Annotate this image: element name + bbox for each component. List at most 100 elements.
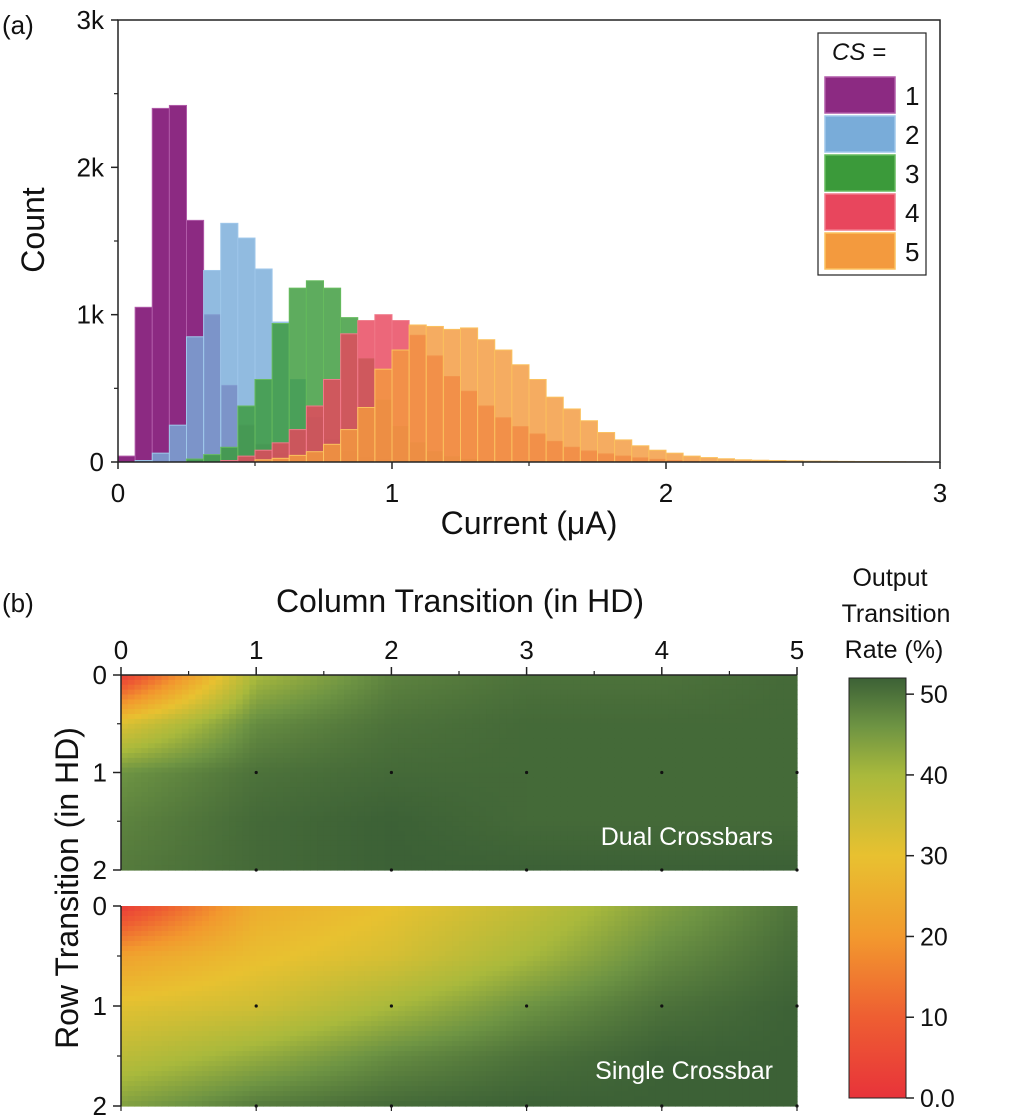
heatmap-cell [621,679,629,686]
heatmap-cell [445,709,453,715]
heatmap-cell [546,792,555,798]
heatmap-cell [702,743,710,749]
heatmap-cell [621,936,629,942]
heatmap-cell [661,936,670,942]
heatmap-cell [371,792,379,798]
heatmap-cell [168,926,176,932]
heatmap-cell [445,916,453,922]
heatmap-cell [418,931,426,937]
heatmap-cell [709,777,717,783]
heatmap-cell [127,689,136,696]
heatmap-cell [621,714,629,720]
heatmap-cell [262,704,271,710]
heatmap-cell [661,694,670,700]
heatmap-x-axis-label: Column Transition (in HD) [276,583,644,619]
heatmap-cell [188,718,196,725]
heatmap-cell [317,728,325,735]
heatmap-cell [303,831,311,837]
heatmap-cell [472,936,480,942]
heatmap-cell [357,699,365,705]
heatmap-cell [526,860,534,866]
heatmap-cell [208,777,217,783]
heatmap-cell [188,821,196,827]
heatmap-cell [465,694,474,700]
heatmap-cell [736,728,744,735]
heatmap-cell [154,772,163,778]
heatmap-cell [715,699,724,705]
heatmap-cell [438,811,447,817]
heatmap-cell [404,679,413,686]
heatmap-cell [763,714,771,720]
heatmap-cell [148,718,156,725]
heatmap-cell [533,679,541,686]
heatmap-cell [344,733,352,739]
heatmap-cell [492,767,501,774]
heatmap-cell [175,684,183,691]
heatmap-cell [452,762,460,769]
heatmap-cell [188,865,196,871]
heatmap-cell [499,689,507,696]
heatmap-cell [208,733,217,739]
heatmap-cell [202,699,210,705]
heatmap-cell [486,728,494,735]
heatmap-cell [749,694,758,700]
heatmap-cell [317,772,325,778]
heatmap-cell [486,806,494,813]
heatmap-cell [350,704,359,710]
heatmap-cell [736,694,744,700]
heatmap-cell [438,906,447,912]
heatmap-cell [249,816,257,822]
heatmap-cell [499,831,507,837]
heatmap-cell [175,840,183,847]
heatmap-cell [256,801,264,808]
heatmap-cell [769,684,778,691]
heatmap-cell [769,762,778,769]
heatmap-cell [134,743,142,749]
heatmap-cell [736,787,744,793]
heatmap-cell [398,850,406,856]
heatmap-cell [675,684,683,691]
heatmap-cell [722,916,730,922]
heatmap-cell [763,762,771,769]
heatmap-cell [344,714,352,720]
heatmap-cell [729,738,737,744]
heatmap-cell [459,762,467,769]
heatmap-cell [675,709,683,715]
heatmap-cell [235,787,244,793]
heatmap-cell [607,906,616,912]
heatmap-cell [127,718,136,725]
heatmap-cell [688,787,697,793]
heatmap-cell [499,931,507,937]
heatmap-cell [317,806,325,813]
heatmap-cell [492,723,501,730]
heatmap-cell [486,831,494,837]
heatmap-cell [371,767,379,774]
heatmap-cell [668,840,676,847]
heatmap-cell [742,906,751,912]
heatmap-cell [499,860,507,866]
heatmap-cell [404,782,413,788]
heatmap-cell [641,831,649,837]
heatmap-cell [722,792,730,798]
heatmap-cell [506,936,514,942]
heatmap-cell [709,840,717,847]
heatmap-cell [364,855,372,861]
heatmap-cell [715,926,724,932]
heatmap-cell [682,941,690,947]
heatmap-cell [296,675,305,681]
heatmap-cell [709,694,717,700]
heatmap-cell [208,748,217,754]
heatmap-cell [425,689,433,696]
heatmap-cell [709,679,717,686]
heatmap-cell [323,835,332,842]
heatmap-cell [364,709,372,715]
heatmap-cell [628,675,636,681]
heatmap-cell [181,855,190,861]
heatmap-cell [398,699,406,705]
heatmap-cell [134,709,142,715]
heatmap-cell [154,792,163,798]
heatmap-cell [425,860,433,866]
heatmap-cell [202,753,210,759]
heatmap-cell [121,772,129,778]
